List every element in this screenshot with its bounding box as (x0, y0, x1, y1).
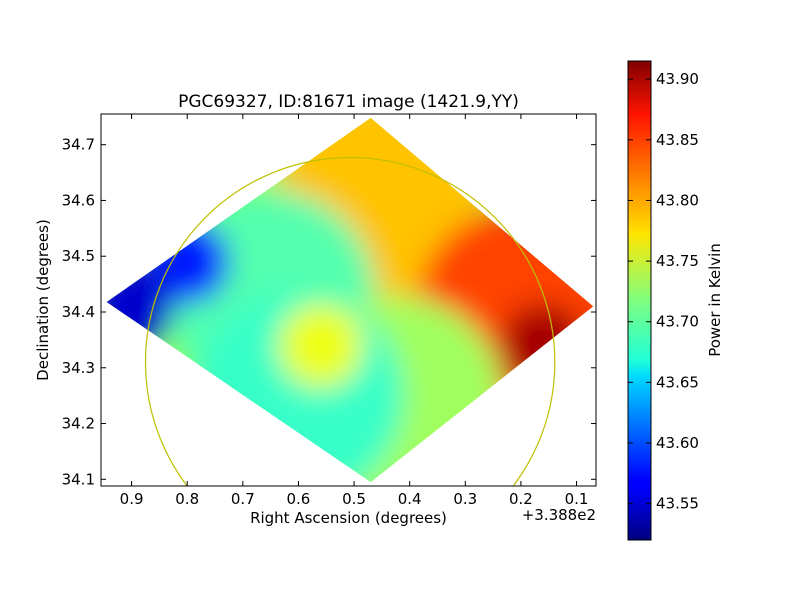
x-tick-label: 0.7 (231, 490, 255, 508)
x-tick-label: 0.3 (453, 490, 477, 508)
x-tick-label: 0.8 (175, 490, 199, 508)
y-tick-label: 34.3 (62, 359, 95, 377)
colorbar-tick-label: 43.70 (656, 313, 699, 331)
y-axis-ticks: 34.1 34.2 34.3 34.4 34.5 34.6 34.7 (62, 136, 596, 488)
heatmap-region-east-hotspot (501, 303, 586, 388)
x-tick-label: 0.2 (509, 490, 533, 508)
x-axis-offset: +3.388e2 (522, 506, 596, 524)
heatmap-region-central-warm-spot (278, 303, 363, 388)
colorbar-tick-label: 43.85 (656, 131, 699, 149)
y-axis-label: Declination (degrees) (34, 219, 52, 381)
colorbar-label: Power in Kelvin (706, 243, 724, 357)
colorbar-tick-label: 43.55 (656, 495, 699, 513)
y-tick-label: 34.2 (62, 415, 95, 433)
x-tick-label: 0.6 (287, 490, 311, 508)
heatmap-region-west-edge (106, 264, 174, 349)
colorbar (627, 60, 652, 541)
colorbar-tick-label: 43.90 (656, 70, 699, 88)
x-tick-label: 0.1 (565, 490, 589, 508)
chart-title: PGC69327, ID:81671 image (1421.9,YY) (178, 92, 519, 112)
x-axis-ticks: 0.9 0.8 0.7 0.6 0.5 0.4 0.3 0.2 0.1 (120, 114, 589, 508)
y-tick-label: 34.4 (62, 303, 95, 321)
colorbar-tick-label: 43.80 (656, 191, 699, 209)
y-tick-label: 34.5 (62, 247, 95, 265)
x-tick-label: 0.4 (398, 490, 422, 508)
colorbar-tick-label: 43.65 (656, 373, 699, 391)
colorbar-ticks: 43.55 43.60 43.65 43.70 43.75 43.80 43.85 43.90 (628, 70, 699, 513)
x-axis-label: Right Ascension (degrees) (250, 509, 447, 527)
y-tick-label: 34.1 (62, 470, 95, 488)
axes-frame (100, 113, 597, 487)
colorbar-tick-label: 43.75 (656, 252, 699, 270)
x-tick-label: 0.9 (120, 490, 144, 508)
y-tick-label: 34.7 (62, 136, 95, 154)
colorbar-tick-label: 43.60 (656, 434, 699, 452)
y-tick-label: 34.6 (62, 191, 95, 209)
beam-circle (144, 156, 556, 486)
x-tick-label: 0.5 (342, 490, 366, 508)
